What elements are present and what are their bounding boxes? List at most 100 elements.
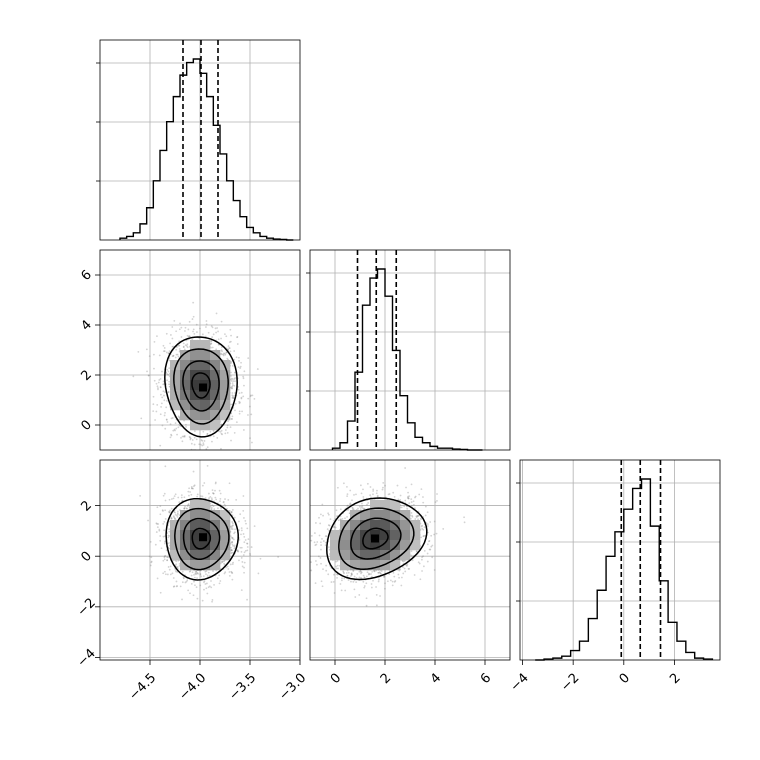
sample-point — [191, 487, 193, 490]
sample-point — [168, 535, 171, 537]
sample-point — [162, 344, 165, 347]
sample-point — [176, 353, 179, 356]
sample-point — [360, 492, 363, 495]
sample-point — [176, 514, 178, 517]
sample-point — [183, 434, 186, 437]
sample-point — [230, 570, 233, 573]
sample-point — [147, 519, 149, 522]
sample-point — [209, 495, 212, 498]
sample-point — [219, 430, 222, 433]
scatter-panel-0-2 — [99, 459, 301, 661]
sample-point — [236, 343, 239, 345]
sample-point — [230, 380, 233, 382]
sample-point — [416, 514, 419, 517]
sample-point — [155, 522, 158, 525]
sample-point — [230, 386, 233, 389]
scatter-inner-0-1 — [100, 250, 300, 450]
sample-point — [167, 370, 170, 373]
sample-point — [149, 424, 151, 426]
sample-point — [230, 510, 233, 513]
sample-point — [205, 320, 208, 322]
sample-point — [377, 571, 380, 574]
sample-point — [250, 394, 252, 397]
hist-frame-1 — [309, 249, 511, 451]
sample-point — [237, 550, 240, 553]
sample-point — [220, 561, 223, 563]
sample-point — [219, 492, 222, 495]
density-cell — [190, 500, 201, 511]
sample-point — [230, 403, 232, 406]
sample-point — [243, 517, 245, 519]
sample-point — [216, 437, 219, 439]
sample-point — [176, 512, 179, 515]
sample-point — [421, 556, 424, 559]
sample-point — [165, 332, 168, 335]
density-cell — [190, 560, 201, 571]
sample-point — [310, 569, 313, 572]
density-cell — [200, 560, 211, 571]
sample-point — [191, 318, 194, 320]
sample-point — [225, 335, 228, 338]
sample-point — [212, 435, 215, 438]
sample-point — [358, 505, 361, 508]
sample-point — [326, 528, 329, 531]
sample-point — [231, 418, 234, 420]
sample-point — [243, 541, 246, 544]
sample-point — [356, 573, 359, 575]
sample-point — [173, 517, 176, 520]
sample-point — [155, 531, 158, 533]
sample-point — [170, 507, 173, 510]
sample-point — [189, 491, 192, 493]
sample-point — [187, 503, 190, 506]
sample-point — [167, 534, 170, 537]
sample-point — [253, 397, 256, 400]
hist-panel-2 — [516, 459, 721, 661]
sample-point — [156, 523, 159, 525]
sample-point — [147, 374, 150, 377]
sample-point — [172, 429, 175, 432]
sample-point — [353, 494, 355, 496]
sample-point — [192, 487, 194, 490]
sample-point — [170, 517, 173, 520]
sample-point — [232, 545, 235, 547]
sample-point — [204, 497, 207, 499]
sample-point — [190, 582, 193, 585]
sample-point — [168, 350, 171, 353]
sample-point — [334, 526, 337, 529]
sample-point — [414, 507, 416, 510]
sample-point — [221, 353, 223, 356]
sample-point — [359, 570, 362, 573]
sample-point — [394, 580, 397, 582]
hist-frame-2 — [519, 459, 721, 661]
sample-point — [226, 507, 228, 510]
sample-point — [215, 331, 218, 334]
sample-point — [238, 392, 241, 395]
sample-point — [210, 325, 213, 328]
sample-point — [424, 514, 427, 517]
sample-point — [233, 358, 236, 361]
sample-point — [230, 525, 233, 528]
sample-point — [199, 584, 202, 587]
sample-point — [239, 513, 242, 516]
sample-point — [162, 572, 165, 575]
density-cell — [180, 400, 191, 411]
sample-point — [257, 572, 260, 575]
sample-point — [368, 573, 371, 576]
sample-point — [413, 574, 416, 576]
sample-point — [164, 542, 166, 545]
sample-point — [214, 481, 217, 484]
sample-point — [378, 571, 381, 574]
sample-point — [177, 426, 180, 429]
density-cell — [190, 400, 201, 411]
sample-point — [231, 578, 234, 581]
sample-point — [370, 573, 372, 575]
sample-point — [240, 550, 243, 553]
sample-point — [410, 550, 413, 553]
sample-point — [365, 582, 368, 585]
sample-point — [157, 523, 160, 525]
sample-point — [404, 570, 407, 573]
sample-point — [220, 337, 222, 340]
sample-point — [178, 501, 181, 504]
sample-point — [212, 333, 215, 336]
sample-point — [192, 328, 195, 331]
